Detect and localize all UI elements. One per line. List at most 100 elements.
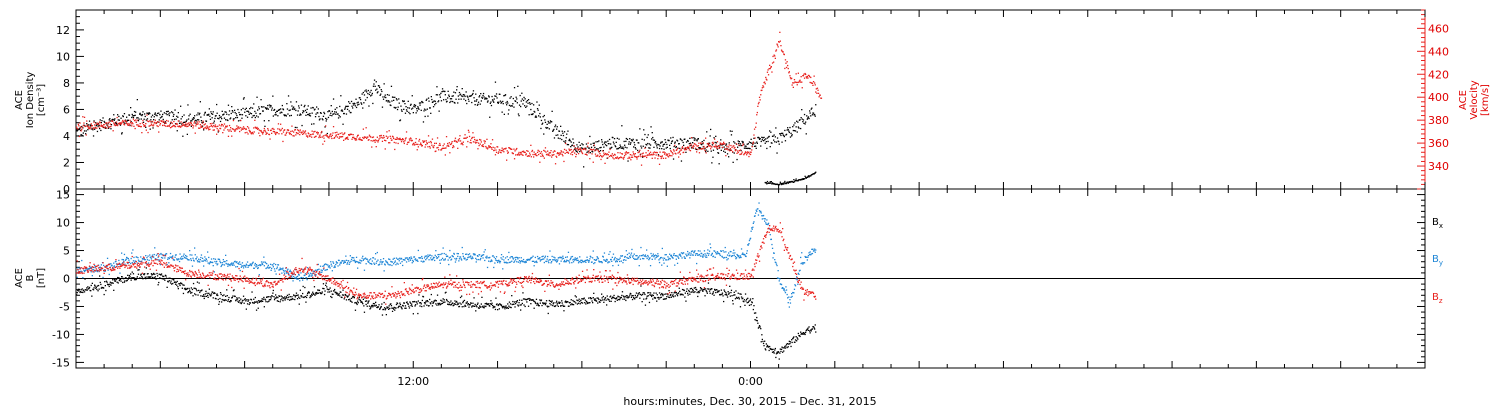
top-series-2-point [222, 132, 224, 134]
top-series-2-point [123, 123, 125, 125]
b-series-bx-point [687, 294, 689, 296]
top-series-2-point [226, 125, 228, 127]
top-series-2-point [97, 123, 100, 125]
top-series-0-point [666, 143, 668, 146]
top-series-0-point [742, 141, 744, 143]
top-series-0-point [341, 110, 344, 112]
top-series-0-point [440, 92, 442, 94]
top-series-0-point [395, 98, 398, 100]
top-series-2-point [671, 155, 673, 157]
b-series-bx-point [712, 291, 715, 293]
top-series-0-point [105, 127, 107, 129]
top-series-0-point [620, 147, 622, 149]
b-series-bx-point [581, 302, 584, 304]
b-series-by-point [78, 267, 81, 269]
top-series-0-point [716, 148, 719, 150]
top-series-0-point [633, 146, 635, 148]
top-series-2-point [652, 152, 654, 154]
top-series-2-point [644, 155, 647, 157]
top-series-0-point [130, 120, 132, 123]
b-series-by-point [284, 270, 286, 272]
b-series-bx-point [153, 277, 155, 279]
top-series-2-point [252, 133, 254, 135]
top-series-0-point [613, 143, 615, 145]
top-series-1-point [797, 180, 799, 182]
top-series-2-point [443, 143, 445, 145]
top-series-0-point [540, 127, 542, 130]
b-series-bx-point [637, 294, 639, 297]
b-series-bx-point [805, 331, 807, 333]
top-series-0-point [182, 135, 184, 137]
top-series-2-point [476, 139, 479, 141]
b-series-bx-point [554, 305, 557, 307]
b-series-by-point [88, 268, 90, 270]
top-series-0-point [640, 147, 643, 149]
b-series-bx-point [370, 307, 372, 309]
b-series-by-point [158, 259, 160, 261]
b-series-bx-point [766, 344, 769, 347]
b-series-bx-point [729, 285, 731, 287]
top-series-0-point [480, 93, 482, 95]
b-series-bx-point [751, 301, 753, 303]
top-series-2-point [577, 149, 579, 151]
top-series-0-point [382, 96, 384, 98]
b-series-bx-point [617, 295, 619, 297]
b-series-bx-point [399, 303, 402, 306]
b-series-by-point [167, 257, 169, 259]
top-series-2-point [86, 124, 88, 126]
b-series-by-point [282, 267, 284, 269]
top-series-2-point [194, 121, 196, 123]
top-series-0-point [395, 106, 397, 109]
b-series-bx-point [785, 345, 787, 347]
top-series-2-point [475, 139, 477, 141]
top-series-2-point [447, 142, 449, 145]
top-series-0-point [624, 146, 626, 148]
b-series-by-point [115, 260, 117, 263]
b-series-by-point [304, 274, 306, 276]
b-series-bx-point [222, 299, 224, 301]
top-series-0-point [174, 109, 176, 111]
top-series-2-point [480, 139, 482, 141]
top-series-2-point [151, 120, 154, 123]
top-series-0-point [651, 132, 653, 134]
top-series-2-point [119, 123, 121, 125]
top-series-2-point [419, 144, 421, 146]
top-right-tick-label: 360 [1428, 137, 1449, 150]
top-series-2-point [261, 131, 263, 134]
top-series-2-point [189, 124, 191, 126]
top-series-0-point [205, 120, 208, 122]
b-series-bx-point [239, 302, 241, 304]
b-series-bx-point [388, 305, 390, 307]
top-series-2-point [600, 158, 602, 161]
top-series-2-point [372, 140, 374, 142]
b-series-by-point [146, 257, 148, 259]
top-series-2-point [752, 143, 754, 145]
b-series-bx-point [358, 298, 360, 300]
top-series-0-point [372, 102, 374, 105]
b-series-bx-point [288, 293, 290, 296]
top-series-2-point [334, 132, 336, 134]
b-series-bx-point [772, 348, 774, 350]
b-series-bx-point [773, 351, 775, 353]
b-series-bx-point [555, 302, 557, 304]
top-series-0-point [494, 95, 496, 97]
b-series-bx-point [242, 295, 245, 297]
top-series-2-point [305, 133, 307, 135]
top-series-2-point [643, 155, 645, 157]
top-series-0-point [472, 90, 475, 92]
top-series-2-point [393, 141, 395, 144]
b-series-bx-point [692, 289, 694, 291]
b-series-bx-point [331, 296, 333, 299]
b-series-bx-point [485, 302, 488, 304]
top-series-0-point [593, 142, 595, 144]
b-series-bx-point [239, 300, 241, 302]
top-series-0-point [246, 116, 249, 118]
top-series-2-point [201, 126, 203, 128]
b-series-bx-point [95, 286, 97, 288]
b-series-by-point [377, 259, 379, 261]
bottom-left-tick-label: 0 [63, 273, 70, 286]
top-series-0-point [210, 111, 212, 113]
top-series-2-point [607, 154, 609, 156]
top-series-2-point [707, 142, 709, 145]
b-series-bx-point [155, 278, 158, 280]
